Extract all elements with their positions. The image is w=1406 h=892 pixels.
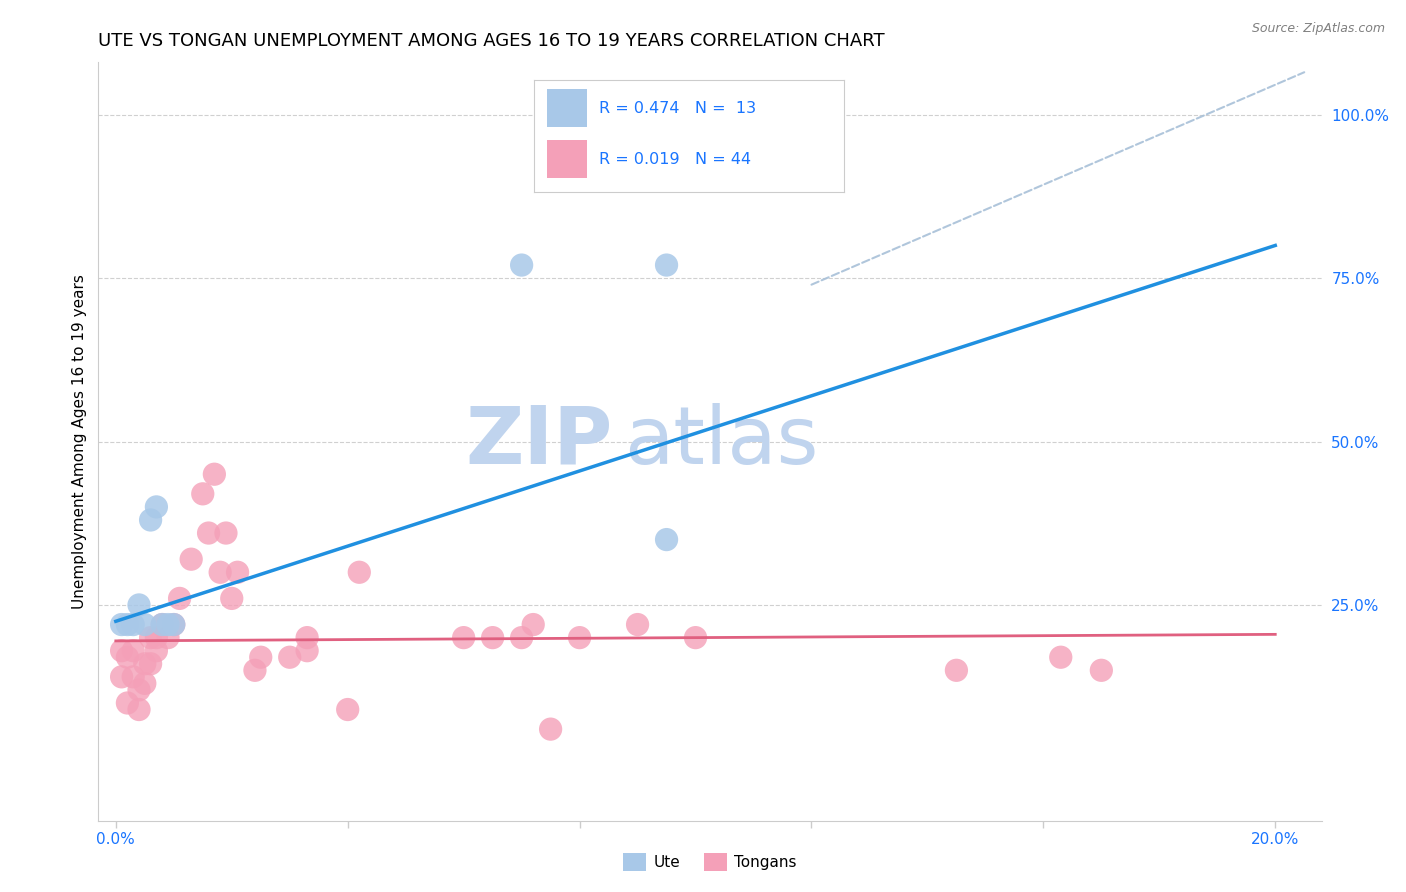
Point (945, 663, 967, 677)
Point (249, 650, 271, 665)
Point (150, 617, 173, 632)
Point (128, 598, 150, 612)
Point (163, 617, 186, 632)
Point (139, 513, 162, 527)
Point (685, 631, 707, 645)
Point (191, 487, 214, 501)
Point (110, 643, 132, 657)
Point (128, 702, 150, 716)
Point (1090, 663, 1112, 677)
Point (163, 617, 186, 632)
Y-axis label: Unemployment Among Ages 16 to 19 years: Unemployment Among Ages 16 to 19 years (72, 274, 87, 609)
Point (655, 258, 678, 272)
Point (122, 617, 145, 632)
Text: Source: ZipAtlas.com: Source: ZipAtlas.com (1251, 22, 1385, 36)
Point (110, 670, 132, 684)
Point (655, 533, 678, 547)
Point (139, 657, 162, 671)
Point (117, 617, 139, 632)
Point (540, 722, 562, 736)
Point (243, 663, 266, 677)
Bar (547, 140, 586, 178)
Point (1049, 650, 1071, 665)
Text: UTE VS TONGAN UNEMPLOYMENT AMONG AGES 16 TO 19 YEARS CORRELATION CHART: UTE VS TONGAN UNEMPLOYMENT AMONG AGES 16… (98, 32, 884, 50)
Point (295, 643, 318, 657)
Point (215, 526, 238, 541)
Text: R = 0.019   N = 44: R = 0.019 N = 44 (599, 152, 751, 167)
Point (134, 617, 156, 632)
Point (349, 566, 371, 580)
Point (481, 631, 503, 645)
Point (510, 631, 533, 645)
Point (122, 643, 145, 657)
Bar (547, 89, 586, 128)
Point (202, 467, 225, 482)
Point (134, 676, 156, 690)
Legend: Ute, Tongans: Ute, Tongans (617, 847, 803, 878)
Point (117, 696, 139, 710)
Point (453, 631, 475, 645)
Point (197, 526, 219, 541)
Point (128, 682, 150, 697)
Text: atlas: atlas (624, 402, 818, 481)
Point (522, 617, 544, 632)
Point (209, 566, 232, 580)
Point (156, 617, 179, 632)
Point (278, 650, 301, 665)
Point (145, 631, 167, 645)
Point (336, 702, 359, 716)
Point (626, 617, 648, 632)
Point (156, 631, 179, 645)
Point (145, 643, 167, 657)
Point (221, 591, 243, 606)
Point (226, 566, 249, 580)
Text: R = 0.474   N =  13: R = 0.474 N = 13 (599, 101, 756, 116)
Point (568, 631, 591, 645)
Point (180, 552, 202, 566)
Point (150, 617, 173, 632)
Point (295, 631, 318, 645)
Text: ZIP: ZIP (465, 402, 612, 481)
Point (169, 591, 191, 606)
Point (139, 631, 162, 645)
Point (110, 617, 132, 632)
Point (145, 500, 167, 514)
Point (122, 670, 145, 684)
Point (510, 258, 533, 272)
Point (134, 657, 156, 671)
Point (117, 650, 139, 665)
